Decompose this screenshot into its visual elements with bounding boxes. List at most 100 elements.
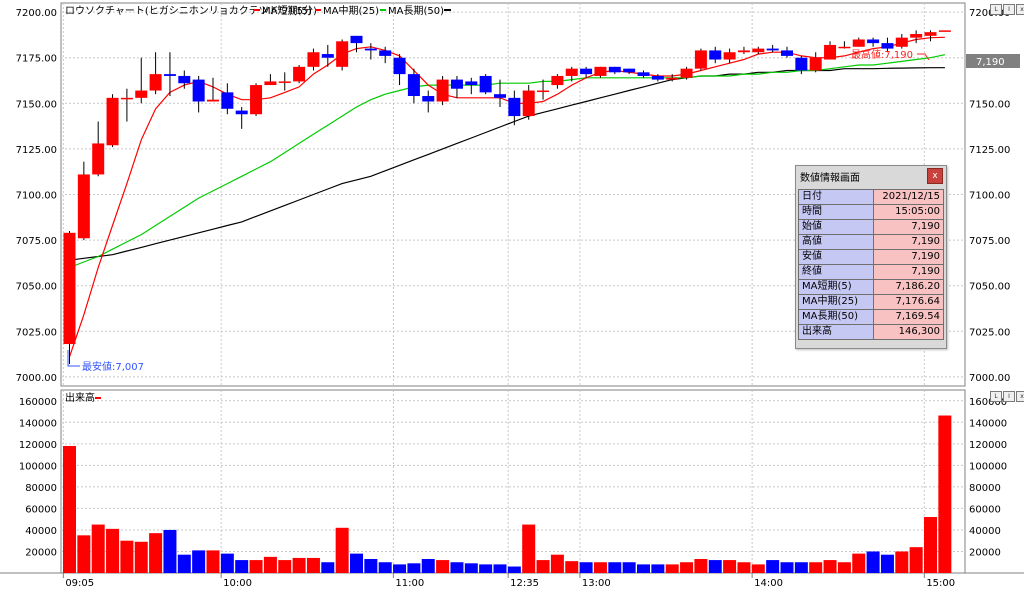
volume-bar [120, 540, 134, 573]
volume-bar [866, 551, 880, 573]
volume-bar [421, 559, 435, 573]
volume-bar [407, 563, 421, 573]
volume-bar [450, 562, 464, 573]
volume-bar [292, 557, 306, 573]
price-panel-buttons: L I x [990, 4, 1024, 15]
volume-bar [924, 517, 937, 573]
candle-body [809, 57, 822, 71]
time-label: 15:00 [926, 578, 955, 589]
close-icon[interactable]: x [927, 168, 943, 184]
candle-body [436, 79, 449, 102]
price-panel-title: ロウソクチャート(ヒガシニホンリョカクテツドウ)(5分) [65, 5, 317, 17]
volume-bar [306, 557, 320, 573]
candle-body [580, 68, 593, 75]
candle-body [881, 43, 894, 49]
info-row: 出来高 146,300 [798, 324, 944, 340]
candle-body [120, 97, 133, 100]
candle-body [278, 81, 291, 83]
info-window[interactable]: 数値情報画面 x 日付 2021/12/15 時間 15:05:00 始値 7,190… [795, 165, 947, 349]
info-key: MA中期(25) [798, 294, 874, 310]
candle-body [651, 75, 664, 80]
volume-bar [378, 562, 392, 573]
candle-body [709, 50, 722, 60]
candle-body [350, 35, 363, 44]
price-tick-left: 7175.00 [16, 54, 57, 65]
info-value: 7,190 [873, 264, 944, 280]
volume-bar [794, 562, 808, 573]
candle-body [852, 39, 865, 47]
price-tick-right: 7150.00 [969, 99, 1010, 110]
info-key: 始値 [798, 219, 874, 235]
volume-tick-left: 80000 [25, 483, 57, 494]
candle-body [178, 75, 191, 84]
panel-btn-x[interactable]: x [1016, 4, 1024, 15]
candle-body [824, 44, 837, 60]
volume-bar [680, 562, 694, 573]
candle-body [752, 48, 765, 53]
volume-tick-left: 40000 [25, 526, 57, 537]
candle-body [250, 85, 263, 115]
info-row: 時間 15:05:00 [798, 204, 944, 220]
max-marker-line [917, 53, 930, 61]
volume-bar [651, 564, 665, 573]
volume-bar [723, 560, 737, 573]
price-tick-left: 7100.00 [16, 191, 57, 202]
candle-body [307, 52, 320, 67]
volume-bar [766, 560, 780, 573]
price-tick-right: 7000.00 [969, 373, 1010, 384]
volume-btn-i[interactable]: I [1003, 391, 1015, 402]
time-label: 11:00 [395, 578, 424, 589]
volume-tick-right: 20000 [969, 547, 1001, 558]
info-key: 時間 [798, 204, 874, 220]
volume-tick-right: 80000 [969, 483, 1001, 494]
price-tick-left: 7000.00 [16, 373, 57, 384]
candle-body [379, 50, 392, 56]
min-annotation: 最安値:7,007 [82, 360, 144, 373]
volume-bar [780, 562, 794, 573]
volume-bar [220, 553, 234, 573]
volume-btn-l[interactable]: L [990, 391, 1002, 402]
price-tick-right: 7125.00 [969, 145, 1010, 156]
candle-body [623, 68, 636, 73]
legend-ma-mid: MA中期(25) [323, 4, 379, 17]
info-row: MA中期(25) 7,176.64 [798, 294, 944, 310]
volume-bar [895, 551, 909, 573]
info-row: MA長期(50) 7,169.54 [798, 309, 944, 325]
candle-body [694, 50, 707, 69]
candle-body [551, 75, 564, 86]
candle-body [938, 30, 951, 32]
info-window-titlebar[interactable]: 数値情報画面 x [796, 166, 946, 186]
volume-tick-right: 100000 [969, 461, 1007, 472]
volume-tick-right: 160000 [969, 397, 1007, 408]
candle-body [895, 37, 908, 47]
candle-body [321, 54, 334, 58]
volume-bar [63, 445, 76, 573]
price-tick-right: 7075.00 [969, 236, 1010, 247]
volume-bar [665, 564, 679, 573]
candle-body [336, 41, 349, 67]
info-table: 日付 2021/12/15 時間 15:05:00 始値 7,190 高値 7,190 … [798, 189, 944, 340]
panel-btn-i[interactable]: I [1003, 4, 1015, 15]
panel-btn-l[interactable]: L [990, 4, 1002, 15]
candle-body [407, 74, 420, 97]
candle-body [680, 68, 693, 78]
candle-body [149, 74, 162, 91]
volume-bars [63, 415, 952, 573]
price-tick-left: 7075.00 [16, 236, 57, 247]
info-row: 始値 7,190 [798, 219, 944, 235]
candle-body [264, 81, 277, 86]
candle-body [92, 143, 105, 175]
volume-btn-x[interactable]: x [1016, 391, 1024, 402]
time-label: 10:00 [223, 578, 252, 589]
info-value: 7,190 [873, 234, 944, 250]
legend-ma-long: MA長期(50) [388, 5, 444, 17]
info-row: MA短期(5) 7,186.20 [798, 279, 944, 295]
last-price-tag-bg [966, 54, 1020, 68]
info-row: 終値 7,190 [798, 264, 944, 280]
candle-body [867, 39, 880, 44]
volume-bar [321, 562, 335, 573]
time-label: 09:05 [65, 578, 94, 589]
candle-body [393, 57, 406, 75]
volume-bar [263, 556, 277, 573]
